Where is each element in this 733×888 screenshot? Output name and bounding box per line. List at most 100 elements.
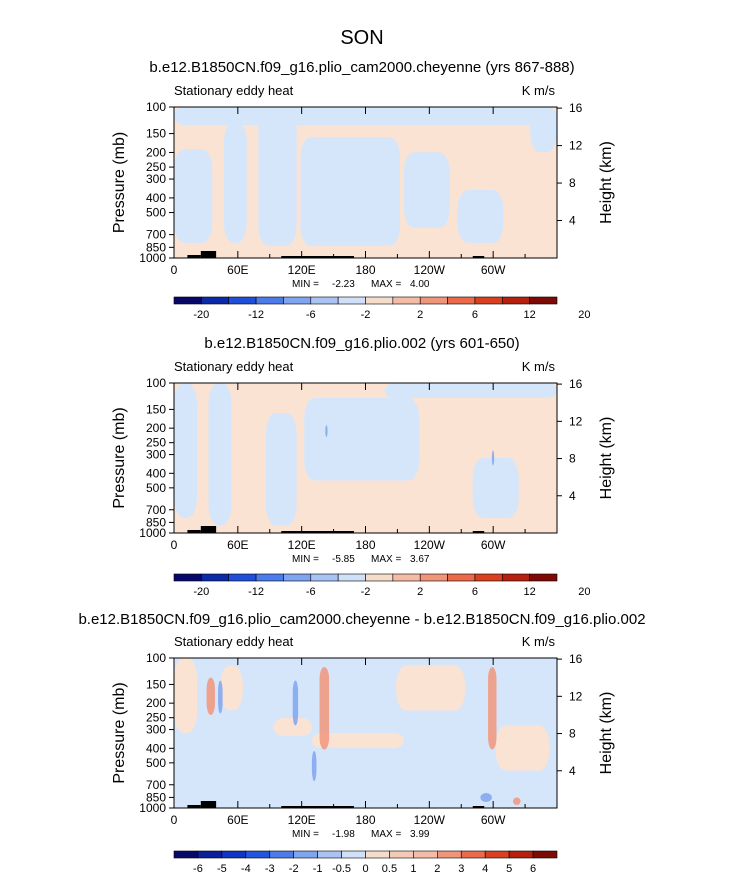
contour-region [206, 677, 215, 715]
max-label: MAX = [371, 554, 401, 565]
colorbar-swatch [283, 573, 312, 582]
colorbar-label: 0.5 [382, 863, 397, 875]
y-tick-label: 150 [146, 127, 166, 141]
max-label: MAX = [371, 829, 401, 840]
colorbar-swatch [317, 850, 342, 859]
contour-region [174, 107, 557, 126]
contour-region [472, 458, 519, 518]
y-tick-label: 1000 [139, 801, 166, 815]
colorbar-label: -3 [265, 863, 275, 875]
colorbar-swatch [392, 296, 421, 305]
colorbar-label: 12 [524, 309, 536, 321]
colorbar-swatch [474, 296, 503, 305]
terrain-mask [187, 530, 201, 533]
colorbar-swatch [529, 573, 558, 582]
contour-region [208, 383, 232, 526]
colorbar-swatch [228, 296, 257, 305]
y-right-tick-label: 16 [569, 652, 583, 666]
colorbar-swatch [173, 573, 202, 582]
colorbar-swatch [392, 573, 421, 582]
variable-label: Stationary eddy heat [174, 359, 294, 374]
contour-region [491, 450, 495, 466]
y-tick-label: 200 [146, 421, 166, 435]
colorbar-label: 5 [506, 863, 512, 875]
contour-region [403, 152, 450, 228]
y-tick-label: 150 [146, 402, 166, 416]
contour-region [311, 733, 404, 748]
colorbar-swatch [337, 573, 366, 582]
x-tick-label: 120E [288, 538, 316, 552]
contour-region [512, 797, 521, 805]
colorbar-label: -12 [248, 586, 264, 598]
y-right-axis-title: Height (km) [598, 141, 615, 224]
colorbar-swatch [310, 573, 339, 582]
contour-region [304, 398, 420, 481]
y-right-tick-label: 4 [569, 764, 576, 778]
panel-2: b.e12.B1850CN.f09_g16.plio.002 (yrs 601-… [111, 335, 615, 598]
colorbar-swatch [197, 850, 223, 859]
contour-region [396, 665, 466, 711]
colorbar-label: 20 [578, 309, 590, 321]
y-tick-label: 150 [146, 677, 166, 691]
colorbar-swatch [437, 850, 462, 859]
y-right-tick-label: 4 [569, 489, 576, 503]
y-tick-label: 400 [146, 741, 166, 755]
colorbar-label: 2 [434, 863, 440, 875]
contour-region [292, 680, 299, 726]
contour-region [218, 680, 223, 714]
panel-title: b.e12.B1850CN.f09_g16.plio_cam2000.cheye… [149, 59, 574, 76]
x-tick-label: 120E [288, 263, 316, 277]
x-tick-label: 120E [288, 813, 316, 827]
x-tick-label: 60W [481, 263, 506, 277]
x-tick-label: 120W [414, 263, 446, 277]
colorbar-label: -2 [361, 309, 371, 321]
y-right-tick-label: 8 [569, 176, 576, 190]
units-label: K m/s [522, 359, 556, 374]
colorbar-label: 1 [410, 863, 416, 875]
contour-region [480, 793, 492, 802]
y-tick-label: 300 [146, 723, 166, 737]
colorbar-label: 6 [530, 863, 536, 875]
colorbar-label: -5 [217, 863, 227, 875]
terrain-mask [187, 805, 201, 808]
variable-label: Stationary eddy heat [174, 83, 294, 98]
y-tick-label: 1000 [139, 251, 166, 265]
colorbar-swatch [201, 296, 230, 305]
colorbar-swatch [365, 573, 394, 582]
x-tick-label: 120W [414, 538, 446, 552]
colorbar-swatch [201, 573, 230, 582]
colorbar-label: -20 [193, 586, 209, 598]
contour-region [265, 413, 297, 526]
colorbar-label: -2 [361, 586, 371, 598]
y-tick-label: 700 [146, 503, 166, 517]
y-right-axis-title: Height (km) [598, 417, 615, 500]
y-tick-label: 200 [146, 696, 166, 710]
terrain-mask [281, 531, 355, 533]
max-value: 3.67 [410, 554, 430, 565]
y-tick-label: 100 [146, 376, 166, 390]
colorbar-swatch [419, 573, 448, 582]
x-tick-label: 60E [227, 813, 248, 827]
x-tick-label: 60W [481, 538, 506, 552]
colorbar-swatch [173, 850, 199, 859]
colorbar-label: -12 [248, 309, 264, 321]
colorbar-swatch [413, 850, 438, 859]
colorbar-label: -6 [306, 309, 316, 321]
colorbar-swatch [501, 296, 530, 305]
contour-region [174, 383, 197, 518]
colorbar-label: 12 [524, 586, 536, 598]
colorbar-swatch [447, 296, 476, 305]
panel-3: b.e12.B1850CN.f09_g16.plio_cam2000.cheye… [78, 611, 645, 875]
contour-region [325, 425, 328, 437]
x-tick-label: 180 [355, 263, 375, 277]
terrain-mask [200, 526, 217, 533]
x-tick-label: 180 [355, 538, 375, 552]
colorbar-swatch [245, 850, 271, 859]
terrain-mask [200, 251, 217, 258]
max-value: 4.00 [410, 279, 430, 290]
colorbar-swatch [337, 296, 366, 305]
y-tick-label: 250 [146, 160, 166, 174]
colorbar-swatch [460, 850, 486, 859]
y-tick-label: 100 [146, 100, 166, 114]
min-label: MIN = [292, 279, 319, 290]
